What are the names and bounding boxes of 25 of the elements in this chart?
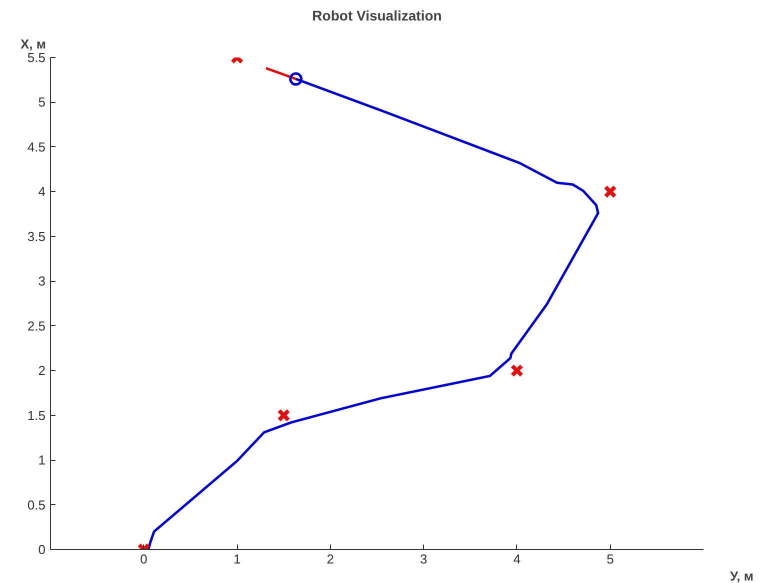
- y-tick-label: 4: [38, 184, 46, 200]
- x-tick-label: 4: [513, 552, 521, 566]
- point: [604, 185, 617, 198]
- x-tick-label: 5: [606, 552, 614, 566]
- y-tick-label: 0.5: [27, 497, 46, 512]
- chart-title: Robot Visualization: [312, 8, 442, 24]
- x-axis-title: У, м: [730, 568, 754, 583]
- x-tick-label: 1: [233, 552, 241, 566]
- y-tick-label: 0: [38, 542, 46, 557]
- y-axis-title: X, м: [20, 36, 46, 52]
- point: [277, 408, 290, 422]
- point: [510, 364, 524, 378]
- point: [289, 72, 303, 86]
- y-tick-label: 5: [38, 94, 46, 110]
- y-tick-label: 1.5: [27, 408, 46, 423]
- y-tick-label: 4.5: [27, 139, 46, 154]
- x-tick-label: 3: [420, 552, 428, 566]
- y-tick-label: 2: [38, 363, 46, 378]
- y-tick-label: 5.5: [27, 50, 46, 65]
- y-tick-label: 1: [38, 452, 46, 468]
- x-tick-label: 0: [140, 552, 148, 566]
- y-tick-label: 2.5: [27, 318, 46, 334]
- y-tick-label: 3.5: [27, 228, 46, 244]
- x-tick-label: 2: [326, 552, 334, 566]
- y-tick-label: 3: [38, 274, 46, 289]
